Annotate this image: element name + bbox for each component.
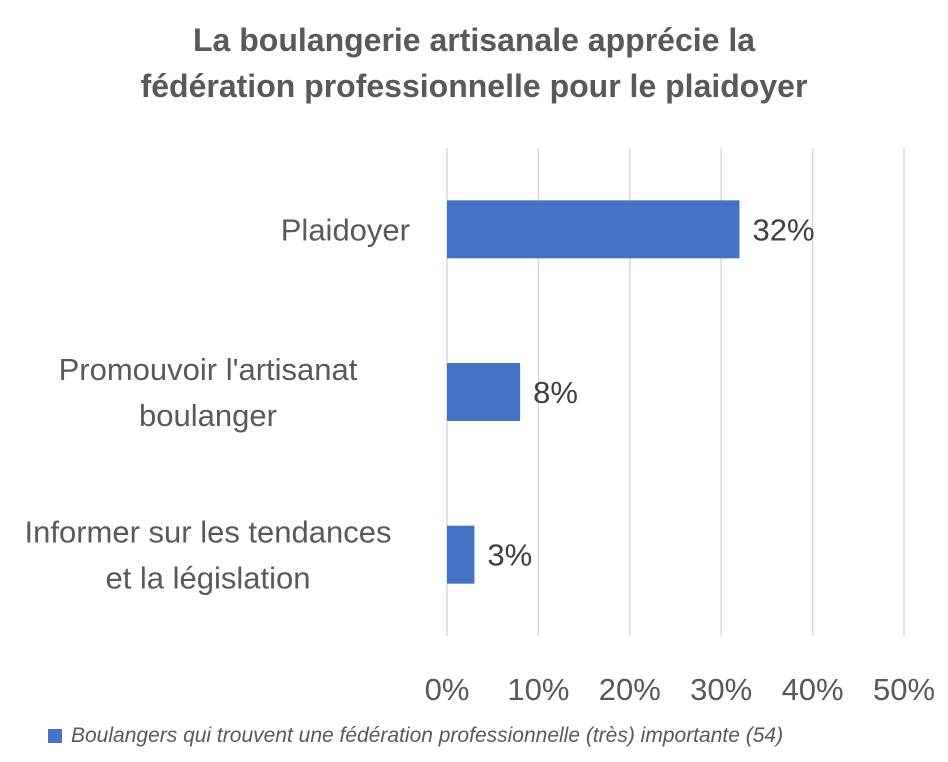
category-label: et la législation bbox=[105, 561, 310, 596]
bar bbox=[447, 363, 521, 421]
x-tick-label: 40% bbox=[782, 672, 844, 707]
data-label: 3% bbox=[487, 538, 532, 573]
legend: Boulangers qui trouvent une fédération p… bbox=[48, 722, 783, 750]
legend-label: Boulangers qui trouvent une fédération p… bbox=[71, 724, 784, 747]
x-tick-label: 50% bbox=[873, 672, 935, 707]
x-tick-label: 10% bbox=[507, 672, 569, 707]
x-tick-label: 20% bbox=[599, 672, 661, 707]
category-label: Informer sur les tendances bbox=[24, 515, 391, 550]
bar bbox=[447, 525, 475, 584]
chart-title-line-2: fédération professionnelle pour le plaid… bbox=[140, 68, 808, 104]
x-tick-label: 30% bbox=[690, 672, 752, 707]
x-tick-label: 0% bbox=[425, 672, 470, 707]
legend-swatch bbox=[48, 729, 62, 743]
chart-title-line-1: La boulangerie artisanale apprécie la bbox=[193, 22, 755, 58]
data-label: 32% bbox=[752, 212, 814, 247]
category-label: Promouvoir l'artisanat bbox=[59, 352, 358, 387]
category-label: Plaidoyer bbox=[281, 212, 410, 247]
bar bbox=[447, 200, 740, 259]
data-label: 8% bbox=[533, 375, 578, 410]
category-label: boulanger bbox=[139, 398, 277, 433]
